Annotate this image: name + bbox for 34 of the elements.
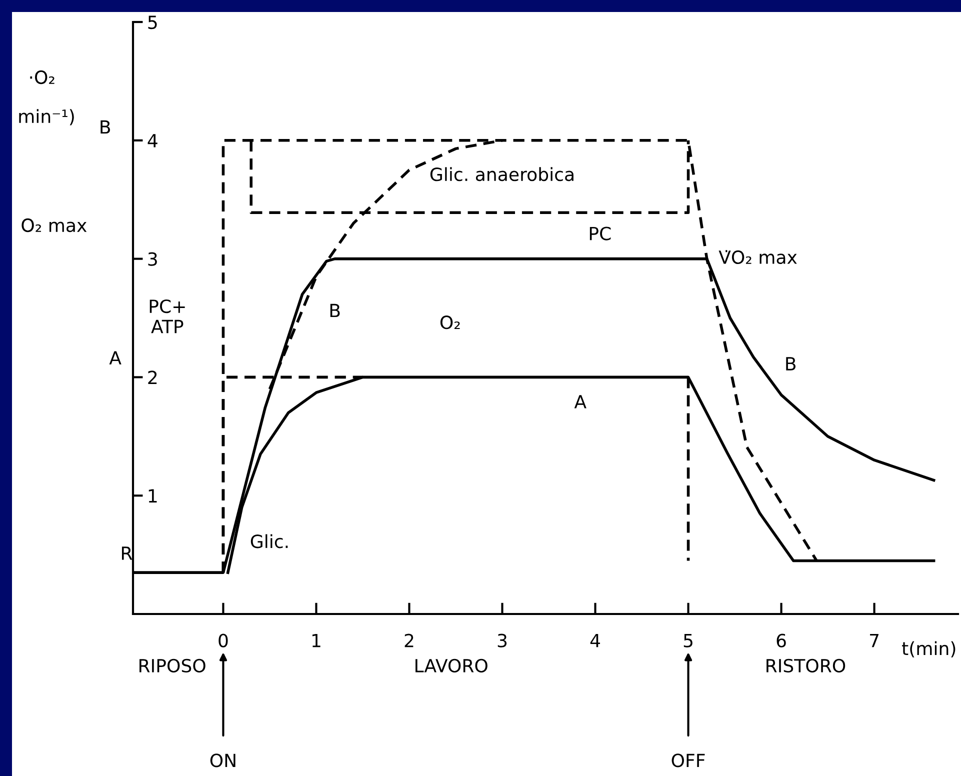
y-tick-label: 2	[148, 370, 157, 384]
annotation: Glic.	[250, 534, 288, 548]
x-tick-label: 7	[870, 634, 878, 648]
annotation: Glic. anaerobica	[430, 167, 574, 182]
text: O₂ max	[22, 218, 87, 232]
annotation: PC+ ATP	[150, 299, 185, 334]
text: RIPOSO	[140, 658, 206, 673]
annotation: O₂	[440, 316, 460, 330]
x-tick-label: 5	[684, 634, 692, 648]
annotation: PC	[590, 226, 611, 240]
y-tick-label: 5	[148, 16, 157, 30]
text: ON	[210, 754, 236, 768]
x-tick-label: 2	[404, 634, 414, 648]
annotation: B	[786, 357, 796, 370]
x-tick-label: 1	[312, 634, 320, 648]
text: A	[109, 351, 122, 364]
text: B	[100, 120, 110, 134]
text: LAVORO	[416, 658, 488, 673]
annotation: A	[574, 395, 586, 408]
x-tick-label: 0	[218, 634, 228, 648]
text: RISTORO	[766, 658, 846, 673]
text: OFF	[672, 754, 705, 768]
text: ·O₂	[30, 70, 54, 84]
x-tick-label: 6	[776, 634, 786, 648]
x-tick-label: 3	[498, 634, 507, 648]
y-tick-label: 3	[148, 252, 157, 266]
y-tick-label: 1	[148, 489, 157, 502]
text: min⁻¹)	[19, 109, 74, 126]
annotation: B	[330, 304, 340, 318]
annotation: V̇O₂ max	[718, 250, 797, 264]
x-axis-title: t(min)	[902, 641, 956, 658]
x-tick-label: 4	[590, 634, 600, 648]
y-tick-label: 4	[148, 134, 158, 148]
text: R	[122, 546, 132, 560]
